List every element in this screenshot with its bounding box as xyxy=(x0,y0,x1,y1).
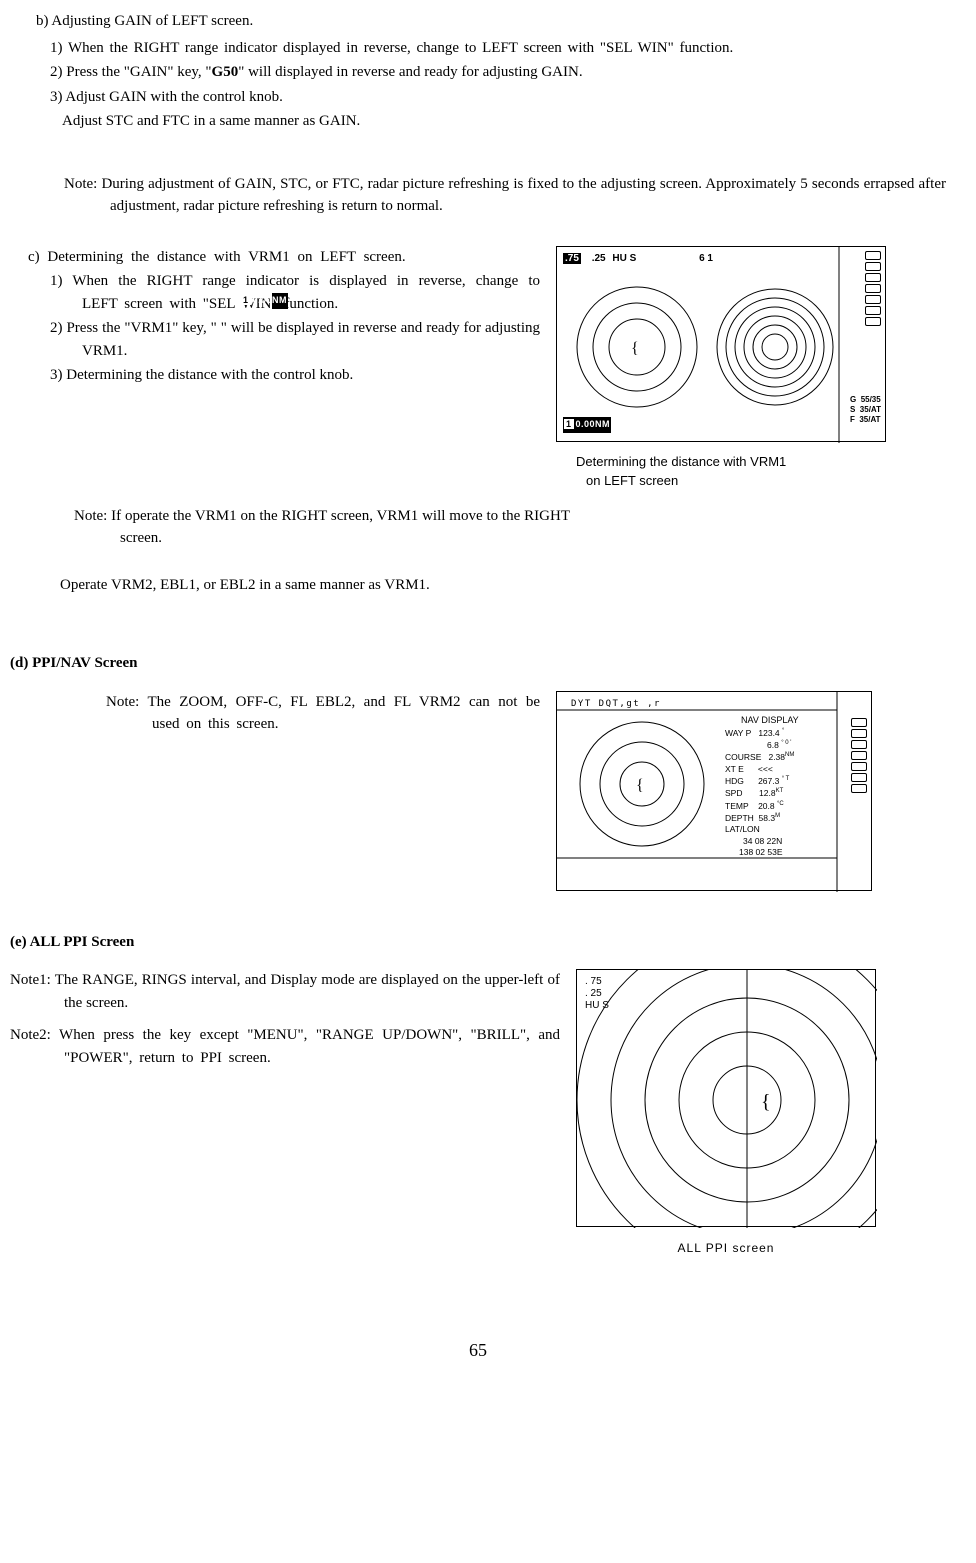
section-b-item2: 2) Press the "GAIN" key, "G50" will disp… xyxy=(50,61,946,84)
section-e-note1: Note1: The RANGE, RINGS interval, and Di… xyxy=(10,969,560,1014)
item2-pre: 2) Press the "GAIN" key, " xyxy=(50,64,212,80)
note-vrm2-ebl: Operate VRM2, EBL1, or EBL2 in a same ma… xyxy=(60,574,946,597)
item2-post: " will displayed in reverse and ready fo… xyxy=(238,64,582,80)
fig1-softkeys xyxy=(865,251,881,328)
figure-ppi-nav: DYT DQT,gt ,r { NAV DISPLAY WAY P 123.4 … xyxy=(556,691,872,891)
fig2-svg: { xyxy=(557,692,873,892)
fig3-caption: ALL PPI screen xyxy=(576,1239,876,1257)
svg-text:{: { xyxy=(761,1091,771,1113)
fig2-softkeys xyxy=(851,718,867,795)
c-item1-text: 1) When the RIGHT range indicator is dis… xyxy=(50,273,540,312)
section-c-item3: 3) Determining the distance with the con… xyxy=(50,364,540,387)
section-c-title: c) Determining the distance with VRM1 on… xyxy=(28,246,540,269)
section-b-item1: 1) When the RIGHT range indicator displa… xyxy=(50,37,946,60)
fig1-caption: Determining the distance with VRM1 on LE… xyxy=(556,452,886,491)
fig2-nav-display: NAV DISPLAY WAY P 123.4 ° 6.8 ° 0 ' COUR… xyxy=(725,714,799,859)
section-b-item3b: Adjust STC and FTC in a same manner as G… xyxy=(62,110,946,133)
note-gain-stc: Note: During adjustment of GAIN, STC, or… xyxy=(64,173,946,218)
fig3-svg: { xyxy=(577,970,877,1228)
fig1-vrm: 10.00NM xyxy=(563,414,611,437)
svg-text:{: { xyxy=(631,340,639,357)
section-d-title: (d) PPI/NAV Screen xyxy=(10,652,946,675)
note-vrm1-right: Note: If operate the VRM1 on the RIGHT s… xyxy=(10,505,570,550)
section-d-note: Note: The ZOOM, OFF-C, FL EBL2, and FL V… xyxy=(106,691,540,736)
section-b-item3: 3) Adjust GAIN with the control knob. xyxy=(50,86,946,109)
figure-vrm1-left: .75 .25 HU S 6 1 { xyxy=(556,246,886,442)
vrm-badge-inline: 10.00NM xyxy=(272,293,288,309)
section-e-title: (e) ALL PPI Screen xyxy=(10,931,946,954)
figure-all-ppi: . 75 . 25 HU S { xyxy=(576,969,876,1227)
section-c-item1: 1) When the RIGHT range indicator is dis… xyxy=(50,270,540,315)
section-b-title: b) Adjusting GAIN of LEFT screen. xyxy=(36,10,946,33)
vrm-inline-num: 1 xyxy=(241,295,251,305)
fig1-gsf: G 55/35 S 35/AT F 35/AT xyxy=(850,395,881,426)
vrm-inline-val: 0.00NM xyxy=(253,295,288,305)
section-e-note2: Note2: When press the key except "MENU",… xyxy=(10,1024,560,1069)
section-c-item2: 2) Press the "VRM1" key, " " will be dis… xyxy=(50,317,540,362)
item2-bold: G50 xyxy=(212,64,239,80)
svg-text:{: { xyxy=(636,777,644,794)
page-number: 65 xyxy=(10,1337,946,1364)
